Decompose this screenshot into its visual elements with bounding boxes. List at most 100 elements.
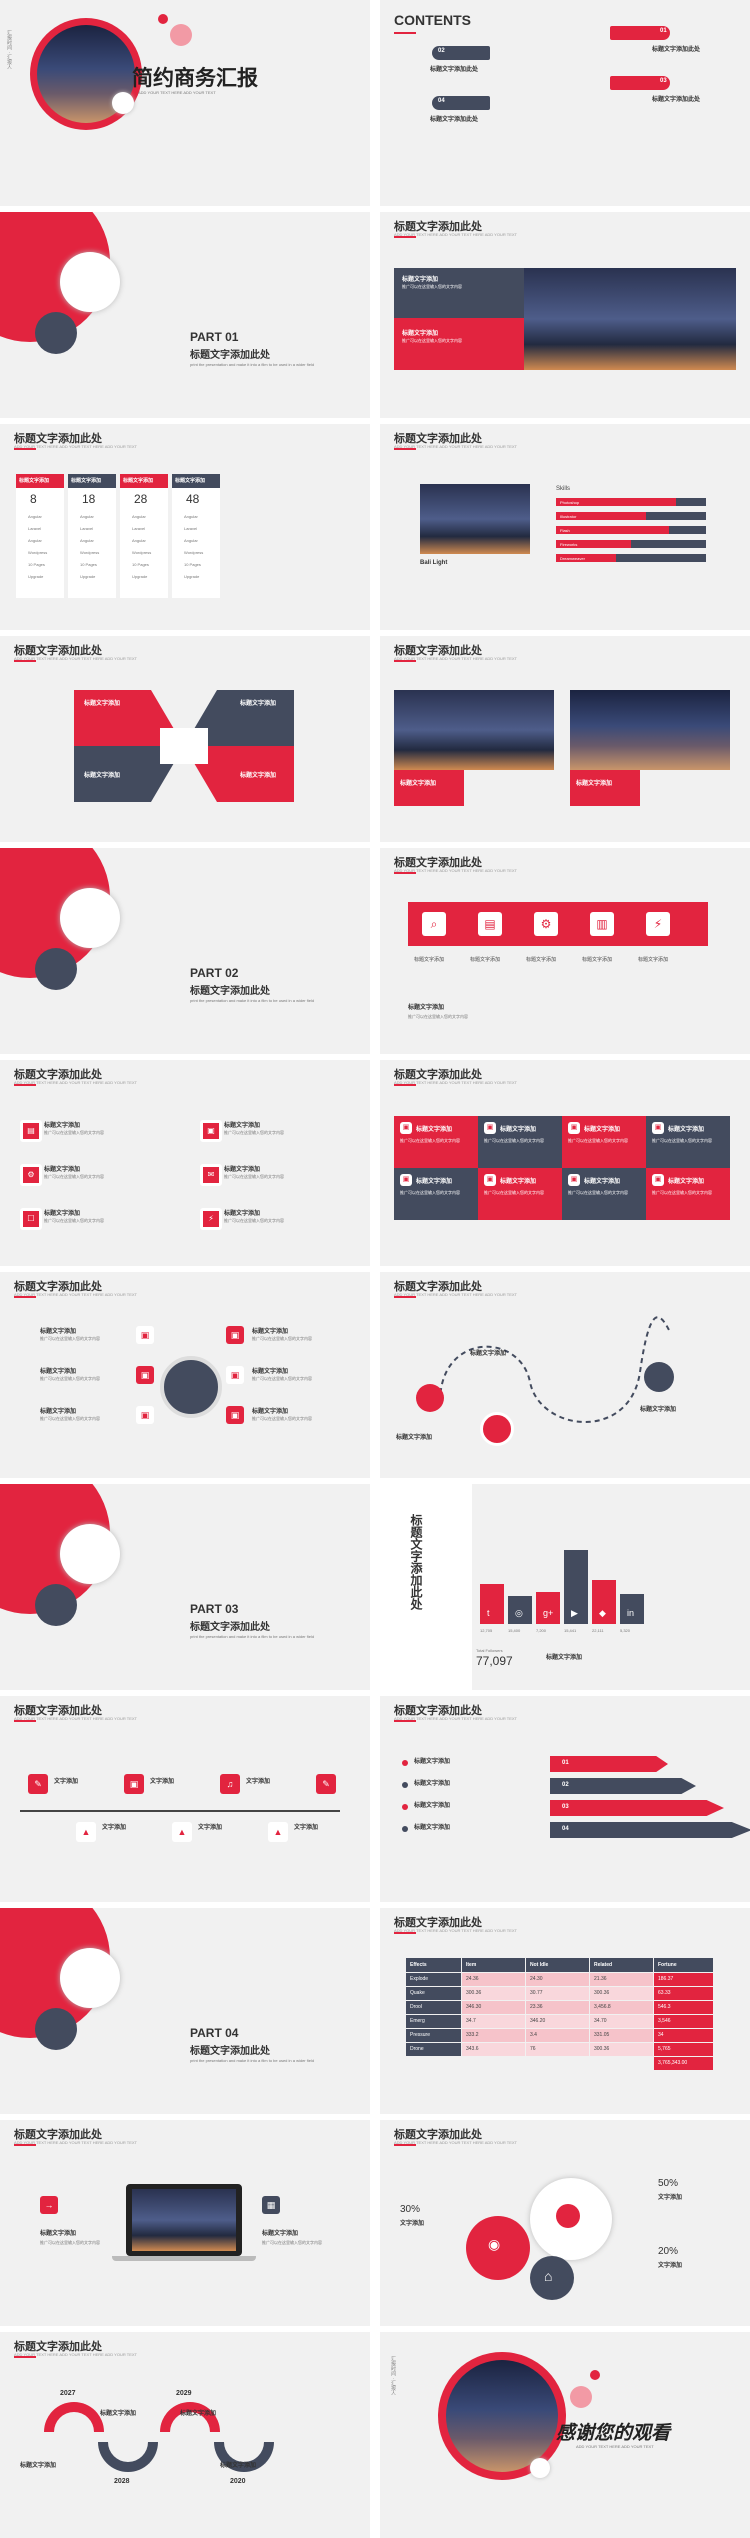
slide-title: 标题文字添加此处 <box>14 1705 102 1717</box>
slide-circles-percent: 标题文字添加此处 ADD YOUR TEXT HERE ADD YOUR TEX… <box>380 2120 750 2326</box>
title-accent <box>14 1720 36 1722</box>
part-circle-navy <box>35 312 77 354</box>
cover-subtitle: ADD YOUR TEXT HERE ADD YOUR TEXT <box>138 90 216 95</box>
stat-icon: ◎ <box>515 1608 523 1618</box>
slide-contents: CONTENTS 01 标题文字添加此处 02 标题文字添加此处 03 标题文字… <box>380 0 750 206</box>
thanks-title: 感谢您的观看 <box>556 2423 671 2444</box>
hub-title: 标题文字添加 <box>40 1409 77 1415</box>
arrow-shape <box>550 1756 668 1772</box>
slide-subtitle: ADD YOUR TEXT HERE ADD YOUR TEXT HERE AD… <box>394 1928 517 1933</box>
list-title: 标题文字添加 <box>44 1123 81 1129</box>
pricing-row: Angular <box>80 538 94 543</box>
skill-bar-label: Illustrator <box>560 514 577 519</box>
pricing-price: 18 <box>82 492 96 506</box>
table-cell <box>526 2043 589 2056</box>
hub-title: 标题文字添加 <box>252 1329 289 1335</box>
grid-title: 标题文字添加 <box>416 1127 453 1133</box>
pricing-header-label: 标题文字添加 <box>175 478 206 484</box>
laptop-screen <box>132 2189 236 2251</box>
title-accent <box>394 660 416 662</box>
contents-item-03-num: 03 <box>660 78 667 84</box>
grid-text: 推广可以在这里输入您的文字内容 <box>568 1138 628 1143</box>
path-cart-icon <box>416 1384 444 1412</box>
stat-bar <box>564 1550 588 1624</box>
pricing-row: Angular <box>132 538 146 543</box>
stat-bar <box>620 1594 644 1624</box>
hub-text: 推广可以在这里输入您的文字内容 <box>252 1376 312 1381</box>
table-header-cell <box>406 1958 461 1972</box>
part-circle-navy <box>35 2008 77 2050</box>
path-box-icon <box>480 1412 514 1446</box>
path-gift-icon <box>644 1362 674 1392</box>
slide-subtitle: ADD YOUR TEXT HERE ADD YOUR TEXT HERE AD… <box>394 1716 517 1721</box>
part-desc: print the presentation and make it into … <box>190 1634 315 1639</box>
grid-text: 推广可以在这里输入您的文字内容 <box>484 1138 544 1143</box>
grid-title: 标题文字添加 <box>668 1179 705 1185</box>
slide-part-03: PART 03 标题文字添加此处 print the presentation … <box>0 1484 370 1690</box>
title-accent <box>14 2356 36 2358</box>
part-circle-white <box>60 1524 120 1584</box>
strip-icon: ⚡ <box>646 912 670 936</box>
table-cell-text: 300.36 <box>466 1990 482 1996</box>
slide-arrows: 标题文字添加此处 ADD YOUR TEXT HERE ADD YOUR TEX… <box>380 1696 750 1902</box>
table-cell <box>406 2015 461 2028</box>
path-title-3: 标题文字添加 <box>640 1407 677 1413</box>
skill-bar-fill <box>556 526 669 534</box>
percent-20: 20% <box>658 2246 679 2257</box>
table-cell-text: 343.6 <box>466 2046 479 2052</box>
list-icon: ⚙ <box>20 1164 42 1186</box>
stats-total: 77,097 <box>476 1654 513 1668</box>
list-title: 标题文字添加 <box>224 1211 261 1217</box>
grid-title: 标题文字添加 <box>584 1127 621 1133</box>
slide-hub: 标题文字添加此处 ADD YOUR TEXT HERE ADD YOUR TEX… <box>0 1272 370 1478</box>
strip-icon: ▤ <box>478 912 502 936</box>
table-cell <box>590 2043 653 2056</box>
slide-part-04: PART 04 标题文字添加此处 print the presentation … <box>0 1908 370 2114</box>
contents-item-01-num: 01 <box>660 28 667 34</box>
pricing-header <box>120 474 168 488</box>
table-header-label: Fortune <box>658 1962 677 1968</box>
pricing-column <box>68 488 116 598</box>
table-cell <box>526 2029 589 2042</box>
year-title: 标题文字添加 <box>220 2463 257 2469</box>
stat-icon: ▶ <box>571 1608 578 1618</box>
table-cell <box>590 2029 653 2042</box>
banner-red-block <box>394 318 524 370</box>
pricing-row: Laravel <box>80 526 94 531</box>
grid-icon: ▣ <box>652 1122 664 1134</box>
year-label: 2028 <box>114 2478 130 2485</box>
icon-strip-summary-title: 标题文字添加 <box>408 1005 445 1011</box>
contents-item-03-bar <box>610 76 670 90</box>
hub-center <box>160 1356 222 1418</box>
slide-title: 标题文字添加此处 <box>14 1069 102 1081</box>
bowtie-title-2: 标题文字添加 <box>240 701 277 707</box>
banner-city-photo <box>524 268 736 370</box>
photo-right-title: 标题文字添加 <box>576 781 613 787</box>
slide-subtitle: ADD YOUR TEXT HERE ADD YOUR TEXT HERE AD… <box>14 2352 137 2357</box>
slide-bowtie: 标题文字添加此处 ADD YOUR TEXT HERE ADD YOUR TEX… <box>0 636 370 842</box>
strip-icon: ▥ <box>590 912 614 936</box>
table-cell-text: 300.36 <box>594 2046 610 2052</box>
timeline-bottom-title: 文字添加 <box>294 1825 319 1831</box>
bowtie-center <box>160 728 208 764</box>
skill-bar-label: Flash <box>560 528 570 533</box>
slide-part-02: PART 02 标题文字添加此处 print the presentation … <box>0 848 370 1054</box>
list-text: 推广可以在这里输入您的文字内容 <box>44 1218 104 1223</box>
table-cell-text: 34.70 <box>594 2018 607 2024</box>
title-accent <box>14 448 36 450</box>
grid-text: 推广可以在这里输入您的文字内容 <box>652 1138 712 1143</box>
slide-subtitle: ADD YOUR TEXT HERE ADD YOUR TEXT HERE AD… <box>394 656 517 661</box>
slide-title: 标题文字添加此处 <box>394 2129 482 2141</box>
table-cell-text: 300.36 <box>594 1990 610 1996</box>
table-cell-text: Drool <box>410 2004 422 2010</box>
hub-text: 推广可以在这里输入您的文字内容 <box>252 1336 312 1341</box>
stat-icon: g+ <box>543 1608 554 1618</box>
pricing-row: Angular <box>80 514 94 519</box>
slide-title: 标题文字添加此处 <box>14 645 102 657</box>
grid-title: 标题文字添加 <box>500 1179 537 1185</box>
table-cell <box>590 2015 653 2028</box>
table-header-cell <box>590 1958 653 1972</box>
pricing-price: 28 <box>134 492 148 506</box>
percent-20-title: 文字添加 <box>658 2263 683 2269</box>
arrow-shape <box>550 1778 696 1794</box>
